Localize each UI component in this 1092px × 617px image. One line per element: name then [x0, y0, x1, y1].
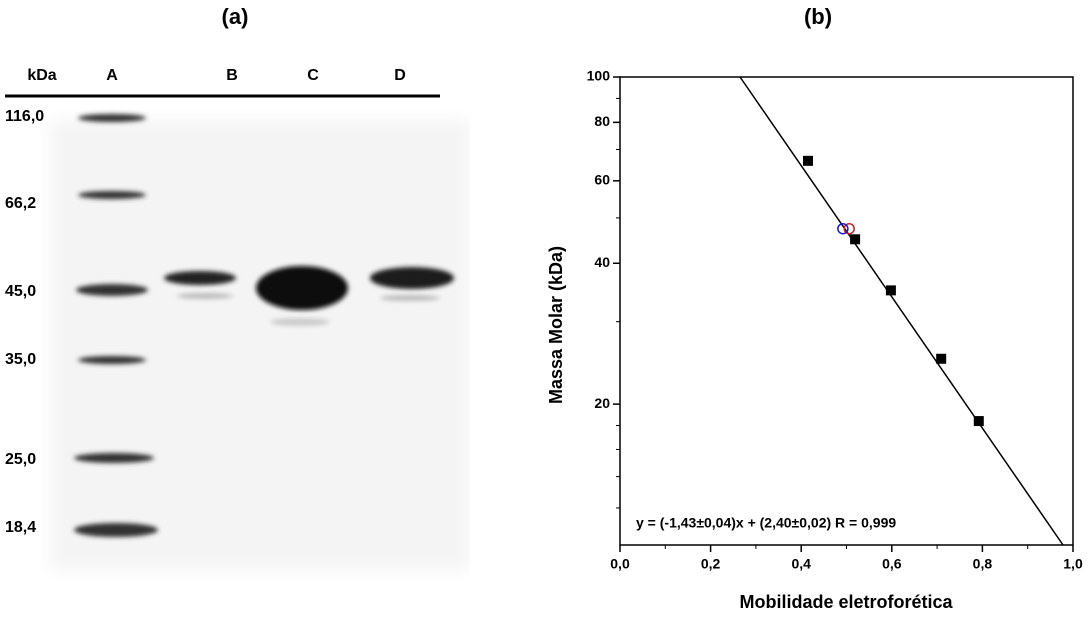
annotation: y = (-1,43±0,04)x + (2,40±0,02) R = 0,99…: [636, 515, 896, 531]
y-tick-label: 20: [594, 395, 610, 411]
x-tick-label: 0,4: [791, 556, 811, 572]
data-point: [936, 354, 946, 364]
y-tick-label: 60: [594, 172, 610, 188]
chart: (b) Mobilidade eletroforética Massa Mola…: [0, 0, 1092, 617]
y-tick-label: 100: [587, 68, 611, 84]
y-axis-label: Massa Molar (kDa): [546, 246, 566, 404]
figure: (a) kDa A B C D 116,0 66,2 45,0 35,0 25,…: [0, 0, 1092, 617]
y-tick-label: 40: [594, 254, 610, 270]
data-point: [886, 285, 896, 295]
data-point: [974, 416, 984, 426]
chart-title: (b): [804, 4, 832, 29]
y-tick-label: 80: [594, 113, 610, 129]
x-tick-label: 0,8: [973, 556, 993, 572]
x-tick-label: 0,0: [610, 556, 630, 572]
x-axis-label: Mobilidade eletroforética: [739, 592, 953, 612]
x-tick-label: 0,2: [701, 556, 721, 572]
x-tick-label: 0,6: [882, 556, 902, 572]
x-tick-label: 1,0: [1063, 556, 1083, 572]
data-point: [850, 234, 860, 244]
plot-frame: [620, 77, 1073, 545]
fit-line: [740, 77, 1063, 545]
data-point: [803, 156, 813, 166]
